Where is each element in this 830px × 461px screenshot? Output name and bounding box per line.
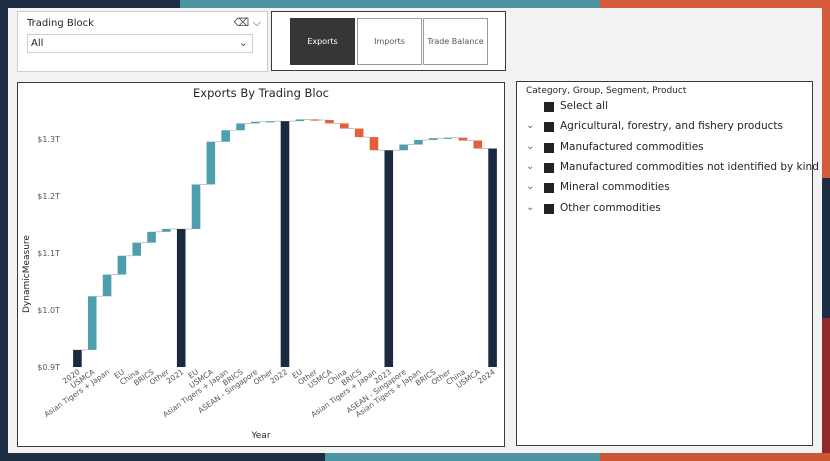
waterfall-bar[interactable] xyxy=(265,121,275,123)
eraser-icon[interactable]: ⌫ xyxy=(233,16,250,29)
waterfall-bar[interactable] xyxy=(428,138,438,140)
measure-buttons-panel: Exports Imports Trade Balance xyxy=(271,11,506,71)
waterfall-bar[interactable] xyxy=(221,130,230,142)
exports-button[interactable]: Exports xyxy=(290,18,355,65)
waterfall-bar[interactable] xyxy=(132,242,142,256)
expand-chevron-icon[interactable]: ⌄ xyxy=(526,160,535,172)
waterfall-bar[interactable] xyxy=(162,228,171,232)
expand-chevron-icon[interactable]: ⌄ xyxy=(526,201,535,213)
waterfall-bar[interactable] xyxy=(73,349,82,367)
report-canvas: Trading Block ⌫ ⌵ All ⌄ Exports Imports … xyxy=(8,8,822,453)
imports-button[interactable]: Imports xyxy=(357,18,422,65)
y-tick-label: $1.0T xyxy=(37,306,60,315)
expand-chevron-icon[interactable]: ⌄ xyxy=(526,140,535,152)
x-tick-label: 2021 xyxy=(165,367,186,385)
checkbox[interactable] xyxy=(544,203,554,214)
filter-item-label: Manufactured commodities xyxy=(560,140,704,153)
trading-block-dropdown[interactable]: All ⌄ xyxy=(27,34,253,53)
waterfall-bar[interactable] xyxy=(87,296,97,350)
filter-item-label: Other commodities xyxy=(560,201,661,214)
category-filter-panel: Category, Group, Segment, Product Select… xyxy=(516,81,819,446)
checkbox[interactable] xyxy=(544,142,554,153)
waterfall-bar[interactable] xyxy=(443,137,453,139)
waterfall-bar[interactable] xyxy=(117,255,127,275)
waterfall-bar[interactable] xyxy=(325,119,334,124)
waterfall-bar[interactable] xyxy=(206,141,216,185)
chart-title: Exports By Trading Bloc xyxy=(193,86,329,100)
waterfall-bar[interactable] xyxy=(147,231,156,243)
y-tick-label: $1.1T xyxy=(37,249,60,258)
waterfall-bar[interactable] xyxy=(236,123,245,131)
waterfall-bar[interactable] xyxy=(354,128,364,138)
waterfall-bar[interactable] xyxy=(369,137,379,151)
filter-header: Category, Group, Segment, Product xyxy=(526,86,687,96)
waterfall-bar[interactable] xyxy=(458,137,468,141)
waterfall-bar[interactable] xyxy=(414,139,423,145)
slicer-tools: ⌫ ⌵ xyxy=(234,16,261,30)
top-accent-bar xyxy=(0,0,830,8)
waterfall-bar[interactable] xyxy=(102,274,112,297)
bottom-accent-bar xyxy=(0,453,830,461)
exports-chart-card: $0.9T $1.0T $1.1T $1.2T $1.3T 2020 USMCA Asian … xyxy=(17,82,505,447)
waterfall-chart: $0.9T$1.0T$1.1T$1.2T$1.3T2020USMCAAsian … xyxy=(37,119,497,419)
filter-item-label: Select all xyxy=(560,100,608,112)
trading-block-slicer: Trading Block ⌫ ⌵ All ⌄ xyxy=(17,11,268,72)
waterfall-bar[interactable] xyxy=(295,119,305,122)
checkbox[interactable] xyxy=(544,183,554,194)
filter-item-label: Manufactured commodities not identified … xyxy=(560,160,819,173)
y-tick-label: $1.2T xyxy=(37,192,60,201)
waterfall-bar[interactable] xyxy=(340,123,349,129)
x-axis-label: Year xyxy=(251,431,271,441)
waterfall-bar[interactable] xyxy=(473,140,483,149)
x-tick-label: 2024 xyxy=(476,367,497,385)
checkbox[interactable] xyxy=(544,162,554,173)
waterfall-bar[interactable] xyxy=(310,119,319,121)
slicer-title: Trading Block xyxy=(27,18,94,29)
waterfall-bar[interactable] xyxy=(384,150,394,367)
y-tick-label: $0.9T xyxy=(37,363,60,372)
expand-chevron-icon[interactable]: ⌄ xyxy=(526,120,535,132)
waterfall-bar[interactable] xyxy=(399,144,408,151)
checkbox[interactable] xyxy=(544,122,554,133)
trade-balance-button[interactable]: Trade Balance xyxy=(423,18,488,65)
y-axis-label: DynamicMeasure xyxy=(22,235,32,313)
checkbox[interactable] xyxy=(544,102,554,112)
x-tick-label: 2022 xyxy=(268,367,289,385)
waterfall-bar[interactable] xyxy=(488,148,497,367)
chevron-down-icon[interactable]: ⌵ xyxy=(252,16,261,29)
filter-item-label: Agricultural, forestry, and fishery prod… xyxy=(560,120,784,133)
waterfall-bar[interactable] xyxy=(251,121,260,124)
waterfall-bar[interactable] xyxy=(191,184,201,229)
filter-item-label: Mineral commodities xyxy=(560,181,670,194)
right-accent-bar xyxy=(822,8,830,453)
chevron-down-icon: ⌄ xyxy=(238,36,248,49)
dropdown-value: All xyxy=(31,38,44,49)
y-tick-label: $1.3T xyxy=(37,135,60,144)
waterfall-bar[interactable] xyxy=(280,121,290,367)
waterfall-bar[interactable] xyxy=(176,228,186,367)
expand-chevron-icon[interactable]: ⌄ xyxy=(526,181,535,193)
